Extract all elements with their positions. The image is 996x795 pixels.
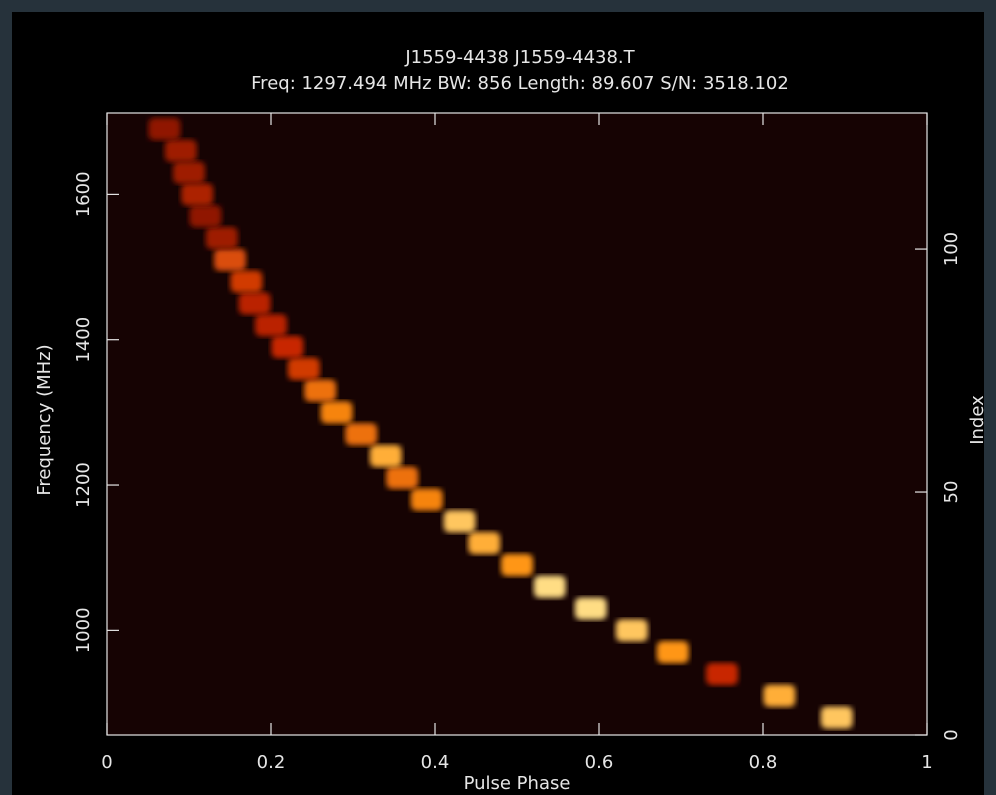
pulse-channel (304, 379, 337, 402)
y-tick-label: 1200 (73, 462, 94, 508)
pulse-channel (369, 444, 402, 468)
x-tick-label: 0.2 (257, 752, 286, 773)
pulse-channel (189, 205, 222, 228)
pulse-channel (238, 292, 271, 315)
pulse-channel (320, 401, 353, 424)
pulse-channel (820, 706, 853, 729)
pulse-channel (501, 553, 533, 577)
pulse-channel (443, 510, 476, 533)
pulse-channel (255, 314, 287, 337)
pulse-channel (205, 226, 238, 250)
y-tick-label: 1000 (73, 607, 94, 653)
pulse-channel (615, 619, 648, 642)
pulse-channel (656, 641, 689, 664)
pulse-channel (164, 139, 197, 162)
x-tick-label: 0.4 (421, 752, 450, 773)
y-tick-label: 1400 (73, 317, 94, 363)
pulse-channel (230, 270, 263, 293)
x-tick-label: 0.8 (749, 752, 778, 773)
pulse-channel (271, 335, 304, 359)
pulse-channel (706, 662, 738, 686)
pulse-channel (181, 183, 214, 206)
pulse-channel (345, 423, 378, 446)
y-axis-label: Frequency (MHz) (34, 344, 55, 495)
pulse-channel (410, 488, 443, 511)
pulse-channel (468, 532, 501, 555)
pulse-channel (574, 597, 607, 620)
pulse-channel (533, 575, 566, 598)
pulse-channel (214, 248, 246, 271)
plot-area (107, 113, 927, 735)
pulse-channel (173, 161, 205, 184)
x-tick-label: 0 (101, 752, 112, 773)
pulse-channel (763, 684, 796, 707)
x-tick-label: 0.6 (585, 752, 614, 773)
x-axis-label: Pulse Phase (464, 773, 571, 794)
pulse-channel (148, 117, 181, 141)
x-tick-label: 1 (921, 752, 932, 773)
y2-tick-label: 50 (941, 481, 962, 504)
axes-frame (106, 112, 928, 736)
y2-tick-label: 100 (941, 232, 962, 266)
y2-tick-label: 0 (941, 729, 962, 740)
pulse-channel (386, 466, 419, 489)
y-tick-label: 1600 (73, 171, 94, 217)
pulse-channel (287, 357, 320, 380)
y2-axis-label: Index (967, 395, 988, 445)
chart-title: J1559-4438 J1559-4438.T (404, 47, 635, 68)
chart-subtitle: Freq: 1297.494 MHz BW: 856 Length: 89.60… (251, 73, 789, 94)
